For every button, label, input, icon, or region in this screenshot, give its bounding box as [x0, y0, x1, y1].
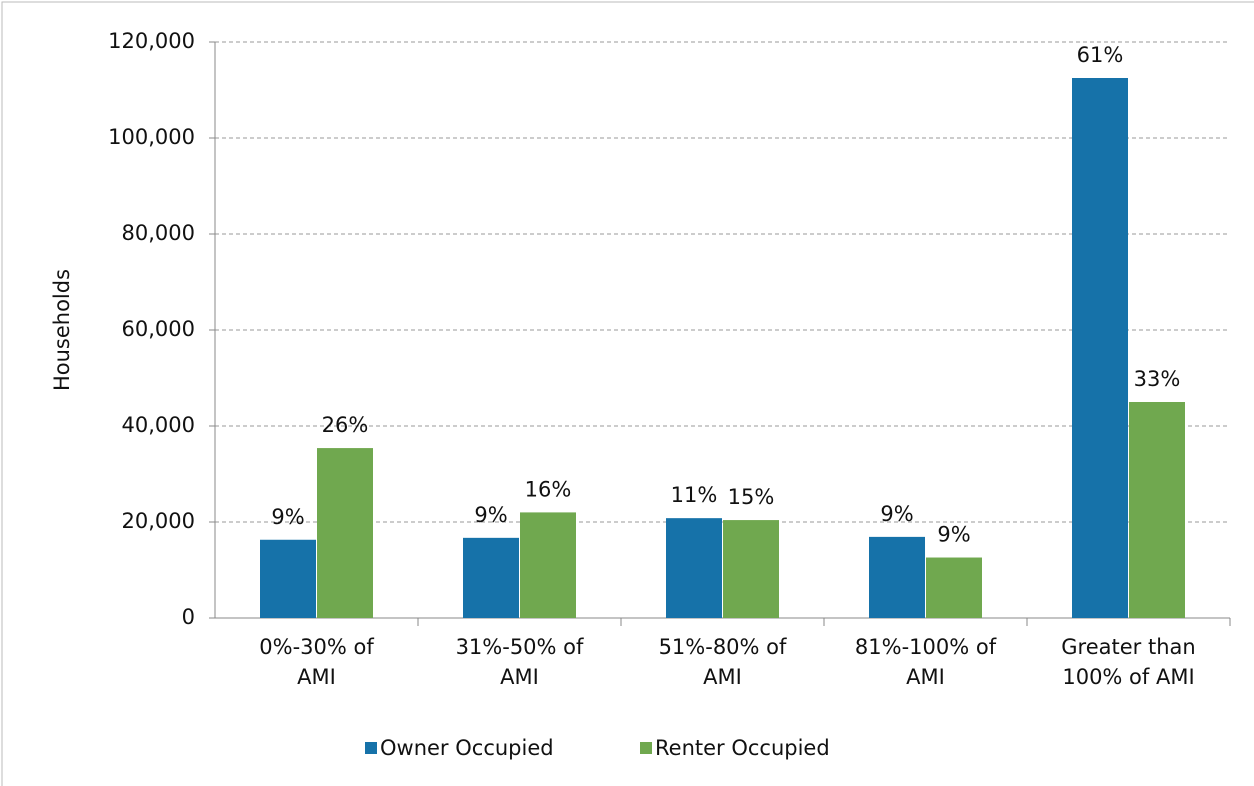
x-tick-label: 51%-80% of AMI	[658, 635, 787, 689]
bar	[1129, 402, 1185, 618]
legend-swatch	[640, 742, 652, 754]
y-axis-label: Households	[50, 269, 74, 391]
x-tick-label: Greater than 100% of AMI	[1061, 635, 1196, 689]
y-tick-label: 120,000	[108, 29, 195, 53]
x-tick-label: 31%-50% of AMI	[455, 635, 584, 689]
data-label: 16%	[525, 477, 572, 501]
y-tick-label: 40,000	[122, 413, 195, 437]
bar	[520, 512, 576, 618]
data-label: 33%	[1134, 367, 1181, 391]
y-tick-label: 100,000	[108, 125, 195, 149]
bar	[260, 539, 316, 618]
bar	[317, 448, 373, 618]
data-label: 9%	[880, 502, 913, 526]
bar	[869, 536, 925, 618]
data-label: 26%	[322, 413, 369, 437]
bar	[723, 520, 779, 618]
bar	[463, 537, 519, 618]
data-label: 15%	[728, 485, 775, 509]
x-tick-label: 0%-30% of AMI	[259, 635, 374, 689]
bar	[926, 557, 982, 618]
x-tick-label: 81%-100% of AMI	[854, 635, 997, 689]
legend-label: Renter Occupied	[655, 736, 830, 760]
data-label: 9%	[271, 505, 304, 529]
y-tick-label: 20,000	[122, 509, 195, 533]
legend-label: Owner Occupied	[380, 736, 554, 760]
data-label: 61%	[1077, 43, 1124, 67]
data-label: 9%	[937, 523, 970, 547]
bar	[1072, 78, 1128, 618]
data-label: 11%	[671, 483, 718, 507]
y-tick-label: 80,000	[122, 221, 195, 245]
y-tick-label: 0	[182, 605, 195, 629]
y-tick-label: 60,000	[122, 317, 195, 341]
legend-swatch	[365, 742, 377, 754]
data-label: 9%	[474, 503, 507, 527]
bar	[666, 518, 722, 618]
